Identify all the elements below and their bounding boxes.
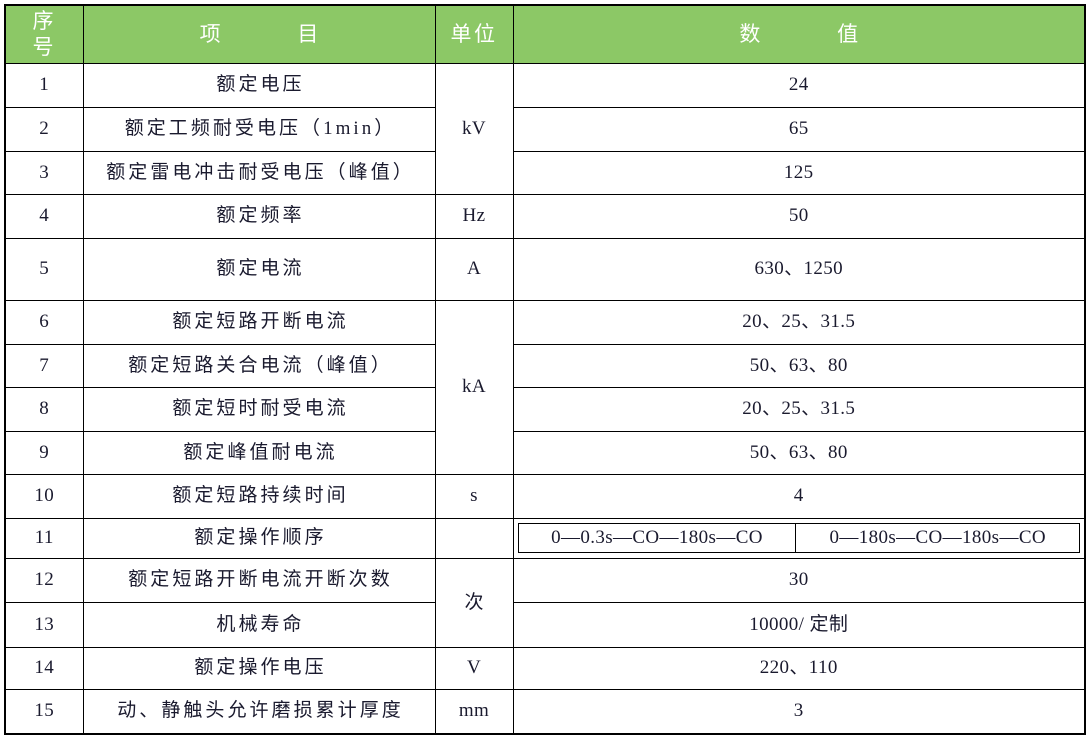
table-row: 4 额定频率 Hz 50: [4, 193, 1086, 239]
table-row: 6 额定短路开断电流 kA 20、25、31.5: [4, 299, 1086, 475]
row-unit: kA: [434, 299, 514, 475]
row-item-name: 额定操作电压: [82, 646, 436, 690]
row-value: 24: [512, 62, 1086, 108]
row-item-name: 额定短时耐受电流: [82, 386, 436, 432]
row-value-split: 0—0.3s—CO—180s—CO 0—180s—CO—180s—CO: [512, 517, 1086, 559]
row-item-name: 额定短路开断电流: [82, 299, 436, 345]
row-unit: mm: [434, 688, 514, 735]
table-row: 2 额定工频耐受电压（1min） 65: [4, 106, 1086, 152]
row-value: 630、1250: [512, 237, 1086, 301]
row-unit: A: [434, 237, 514, 301]
row-index: 3: [4, 150, 84, 195]
row-value-option-a: 0—0.3s—CO—180s—CO: [517, 523, 797, 553]
table-row: 8 额定短时耐受电流 20、25、31.5: [4, 386, 1086, 432]
row-value: 20、25、31.5: [512, 299, 1086, 345]
specification-table: 序 号 项 目 单位 数 值 1 额定电压 kV 24 2 额定工频耐受电压（1…: [4, 4, 1086, 735]
table-row: 9 额定峰值耐电流 50、63、80: [4, 430, 1086, 475]
row-value: 4: [512, 473, 1086, 519]
row-unit: kV: [434, 62, 514, 195]
header-row: 序 号 项 目 单位 数 值: [4, 4, 1086, 64]
row-value: 50、63、80: [512, 343, 1086, 388]
row-index: 15: [4, 688, 84, 735]
column-header-no: 序 号: [4, 4, 84, 64]
row-index: 1: [4, 62, 84, 108]
row-index: 4: [4, 193, 84, 239]
table-row: 15 动、静触头允许磨损累计厚度 mm 3: [4, 688, 1086, 735]
table-row: 10 额定短路持续时间 s 4: [4, 473, 1086, 519]
table-row: 11 额定操作顺序 0—0.3s—CO—180s—CO 0—180s—CO—18…: [4, 517, 1086, 559]
table-row: 14 额定操作电压 V 220、110: [4, 646, 1086, 690]
row-item-name: 额定雷电冲击耐受电压（峰值）: [82, 150, 436, 195]
row-value-option-b: 0—180s—CO—180s—CO: [795, 523, 1080, 553]
row-index: 7: [4, 343, 84, 388]
row-index: 9: [4, 430, 84, 475]
row-unit: V: [434, 646, 514, 690]
table-row: 13 机械寿命 10000/ 定制: [4, 601, 1086, 648]
row-index: 5: [4, 237, 84, 301]
row-unit: 次: [434, 557, 514, 648]
row-item-name: 额定频率: [82, 193, 436, 239]
row-value: 65: [512, 106, 1086, 152]
table-header: 序 号 项 目 单位 数 值: [4, 4, 1086, 64]
row-item-name: 额定操作顺序: [82, 517, 436, 559]
column-header-value: 数 值: [512, 4, 1086, 64]
row-item-name: 机械寿命: [82, 601, 436, 648]
row-value: 220、110: [512, 646, 1086, 690]
row-item-name: 额定短路持续时间: [82, 473, 436, 519]
row-unit-empty: [434, 517, 514, 559]
row-item-name: 额定电压: [82, 62, 436, 108]
column-header-unit: 单位: [434, 4, 514, 64]
row-value: 50、63、80: [512, 430, 1086, 475]
column-header-item: 项 目: [82, 4, 436, 64]
row-index: 12: [4, 557, 84, 603]
row-index: 6: [4, 299, 84, 345]
row-index: 13: [4, 601, 84, 648]
row-item-name: 额定电流: [82, 237, 436, 301]
row-index: 8: [4, 386, 84, 432]
row-value: 30: [512, 557, 1086, 603]
row-value: 50: [512, 193, 1086, 239]
row-item-name: 动、静触头允许磨损累计厚度: [82, 688, 436, 735]
table-row: 3 额定雷电冲击耐受电压（峰值） 125: [4, 150, 1086, 195]
row-index: 2: [4, 106, 84, 152]
row-index: 14: [4, 646, 84, 690]
row-item-name: 额定短路关合电流（峰值）: [82, 343, 436, 388]
row-item-name: 额定峰值耐电流: [82, 430, 436, 475]
table-row: 1 额定电压 kV 24: [4, 62, 1086, 195]
row-item-name: 额定短路开断电流开断次数: [82, 557, 436, 603]
table-body: 1 额定电压 kV 24 2 额定工频耐受电压（1min） 65 3 额定雷电冲…: [4, 62, 1086, 735]
table-row: 12 额定短路开断电流开断次数 次 30: [4, 557, 1086, 648]
row-unit: Hz: [434, 193, 514, 239]
row-value: 10000/ 定制: [512, 601, 1086, 648]
row-item-name: 额定工频耐受电压（1min）: [82, 106, 436, 152]
table-row: 7 额定短路关合电流（峰值） 50、63、80: [4, 343, 1086, 388]
row-unit: s: [434, 473, 514, 519]
row-value: 20、25、31.5: [512, 386, 1086, 432]
row-index: 10: [4, 473, 84, 519]
table-row: 5 额定电流 A 630、1250: [4, 237, 1086, 301]
row-value: 3: [512, 688, 1086, 735]
row-value: 125: [512, 150, 1086, 195]
row-index: 11: [4, 517, 84, 559]
